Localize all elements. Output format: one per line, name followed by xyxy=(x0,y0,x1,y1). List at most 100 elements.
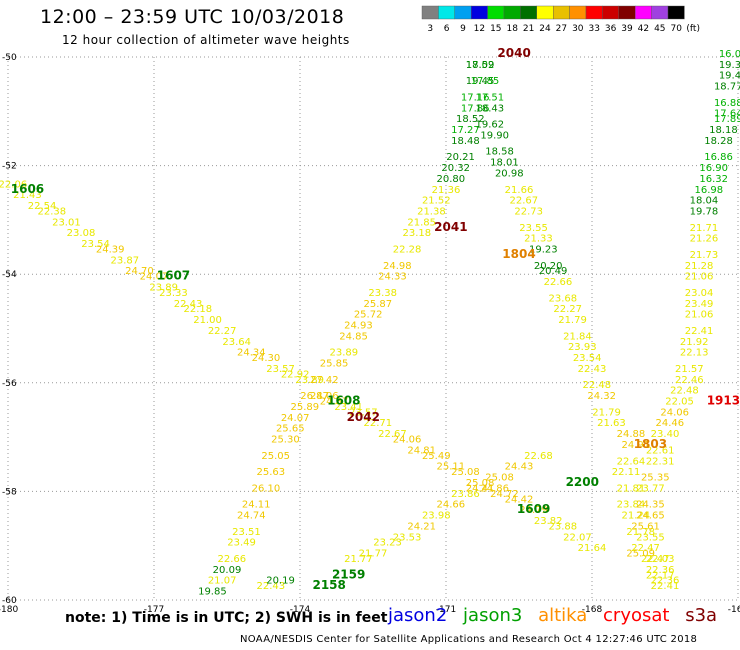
swh-value: 22.92 xyxy=(281,369,310,380)
swh-value: 16.32 xyxy=(699,174,728,185)
swh-value: 22.43 xyxy=(174,299,203,310)
swh-value: 16.86 xyxy=(704,152,733,163)
scale-value: 39 xyxy=(621,24,633,34)
swh-value: 24.30 xyxy=(252,353,281,364)
swh-value: 25.08 xyxy=(466,478,495,489)
swh-value: 18.77 xyxy=(714,82,740,93)
x-tick-label: -177 xyxy=(144,605,164,615)
scale-value: 30 xyxy=(572,24,584,34)
swh-value: 24.98 xyxy=(383,261,412,272)
swh-value: 24.93 xyxy=(344,321,373,332)
swh-value: 24.21 xyxy=(407,521,436,532)
swh-value: 24.11 xyxy=(242,500,271,511)
scale-swatch xyxy=(421,5,439,20)
swh-value: 22.41 xyxy=(685,326,714,337)
scale-swatch xyxy=(438,5,455,20)
swh-value: 18.59 xyxy=(466,60,495,71)
swh-value: 20.20 xyxy=(534,261,563,272)
swh-value: 22.31 xyxy=(646,456,675,467)
swh-value: 21.43 xyxy=(13,190,42,201)
swh-value: 18.52 xyxy=(456,114,485,125)
swh-value: 23.77 xyxy=(636,483,665,494)
swh-value: 23.84 xyxy=(617,500,646,511)
scale-swatch xyxy=(536,5,554,20)
swh-value: 23.89 xyxy=(149,282,178,293)
swh-value: 24.35 xyxy=(636,500,665,511)
scale-value: 27 xyxy=(556,24,567,34)
swh-value: 22.41 xyxy=(651,581,680,592)
swh-value: 23.98 xyxy=(422,511,451,522)
swh-value: 22.48 xyxy=(583,380,612,391)
y-tick-label: -54 xyxy=(2,270,17,280)
chart-grid xyxy=(7,56,739,601)
swh-value: 21.85 xyxy=(407,217,436,228)
satellite-jason3: jason3 xyxy=(463,605,523,626)
swh-value: 20.98 xyxy=(495,168,524,179)
scale-swatch xyxy=(553,5,570,20)
swh-value: 22.73 xyxy=(514,206,543,217)
satellite-cryosat: cryosat xyxy=(603,605,670,626)
swh-value: 23.64 xyxy=(222,337,251,348)
swh-value: 21.63 xyxy=(597,418,626,429)
scale-value: 18 xyxy=(506,24,518,34)
swh-value: 23.54 xyxy=(573,353,602,364)
x-tick-label: -174 xyxy=(290,605,311,615)
swh-value: 16.98 xyxy=(694,185,723,196)
swh-value: 22.64 xyxy=(617,456,646,467)
swh-value: 18.28 xyxy=(704,136,733,147)
scale-swatch xyxy=(635,5,652,20)
swh-value: 24.41 xyxy=(466,483,495,494)
scale-unit: (ft) xyxy=(686,24,700,34)
swh-value: 19.78 xyxy=(690,206,719,217)
y-tick-label: -50 xyxy=(2,53,17,63)
swh-value: 21.92 xyxy=(680,337,709,348)
swh-value: 23.87 xyxy=(110,255,139,266)
swh-value: 24.43 xyxy=(505,462,534,473)
swh-value: 22.61 xyxy=(646,445,675,456)
swh-value: 26.87 xyxy=(300,391,329,402)
swh-value: 24.07 xyxy=(281,413,310,424)
swh-value: 18.58 xyxy=(485,147,514,158)
swh-value: 23.33 xyxy=(159,288,188,299)
swh-value: 17.51 xyxy=(475,92,504,103)
swh-value: 23.68 xyxy=(548,293,577,304)
swh-value: 22.43 xyxy=(256,581,285,592)
swh-value: 22.67 xyxy=(510,196,539,207)
swh-value: 22.66 xyxy=(544,277,573,288)
swh-value: 21.57 xyxy=(675,364,704,375)
scale-value: 3 xyxy=(427,24,433,34)
swh-value: 20.49 xyxy=(539,266,568,277)
swh-value: 21.66 xyxy=(505,185,534,196)
swh-value: 20.09 xyxy=(213,565,242,576)
swh-value: 24.32 xyxy=(587,391,616,402)
x-tick-label: -171 xyxy=(436,605,456,615)
swh-value: 24.42 xyxy=(505,494,534,505)
y-tick-label: -56 xyxy=(2,379,17,389)
satellite-altika: altika xyxy=(538,605,588,626)
scale-swatch xyxy=(585,5,603,20)
swh-value: 21.71 xyxy=(690,223,719,234)
time-label: 2042 xyxy=(347,410,380,424)
swh-value: 21.79 xyxy=(558,315,587,326)
swh-value: 16.90 xyxy=(699,163,728,174)
swh-value: 19.23 xyxy=(529,244,558,255)
swh-value: 21.33 xyxy=(524,234,553,245)
time-label: 1608 xyxy=(327,394,360,408)
time-label: 1607 xyxy=(157,269,190,283)
y-tick-label: -60 xyxy=(2,596,17,606)
satellite-s3a: s3a xyxy=(685,605,718,626)
scale-swatch xyxy=(651,5,669,20)
swh-value: 19.62 xyxy=(475,120,504,131)
swh-value: 20.19 xyxy=(266,576,295,587)
scale-value: 6 xyxy=(444,24,450,34)
swh-value: 23.53 xyxy=(393,532,422,543)
scale-value: 33 xyxy=(588,24,599,34)
swh-value: 17.27 xyxy=(451,125,480,136)
scale-swatch xyxy=(503,5,521,20)
swh-value: 22.17 xyxy=(646,570,675,581)
swh-value: 23.88 xyxy=(548,521,577,532)
swh-value: 24.70 xyxy=(125,266,154,277)
swh-value: 22.46 xyxy=(675,375,704,386)
swh-value: 24.06 xyxy=(310,391,339,402)
